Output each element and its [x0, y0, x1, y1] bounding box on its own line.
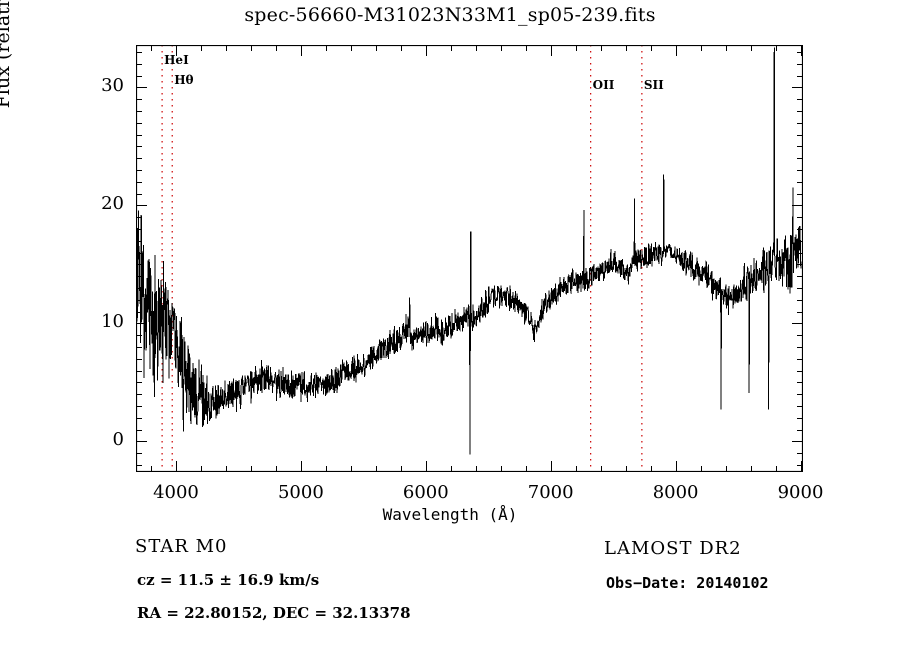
y-axis-title: Flux (relative) [0, 0, 14, 109]
survey-label: LAMOST DR2 [604, 538, 742, 559]
spectral-line-label-SII: SII [643, 78, 664, 93]
x-tick-label: 6000 [402, 482, 449, 503]
x-tick-label: 9000 [777, 482, 824, 503]
page-title: spec-56660-M31023N33M1_sp05-239.fits [244, 4, 656, 26]
spectrum-plot [136, 45, 803, 472]
redshift-label: cz = 11.5 ± 16.9 km/s [137, 571, 320, 589]
spectral-line-label-HeI: HeI [164, 53, 189, 68]
spectrum-svg [136, 45, 803, 472]
obs-date-label: Obs−Date: 20140102 [606, 574, 769, 592]
spectrum-trace-group [136, 47, 802, 455]
y-tick-label: 10 [101, 311, 124, 333]
x-tick-label: 8000 [652, 482, 699, 503]
object-class-label: STAR M0 [135, 536, 228, 557]
axes-frame-group [136, 45, 803, 472]
coordinates-label: RA = 22.80152, DEC = 32.13378 [137, 604, 411, 622]
x-tick-label: 5000 [277, 482, 324, 503]
y-tick-label: 30 [101, 75, 124, 97]
line-markers-group [161, 45, 643, 472]
y-tick-label: 0 [112, 429, 124, 451]
x-axis-title: Wavelength (Å) [382, 505, 518, 524]
spectral-line-label-OII: OII [592, 78, 615, 93]
x-tick-label: 4000 [153, 482, 199, 503]
spectral-line-label-H: Hθ [174, 73, 194, 88]
x-tick-label: 7000 [527, 482, 574, 503]
y-tick-label: 20 [101, 193, 124, 215]
